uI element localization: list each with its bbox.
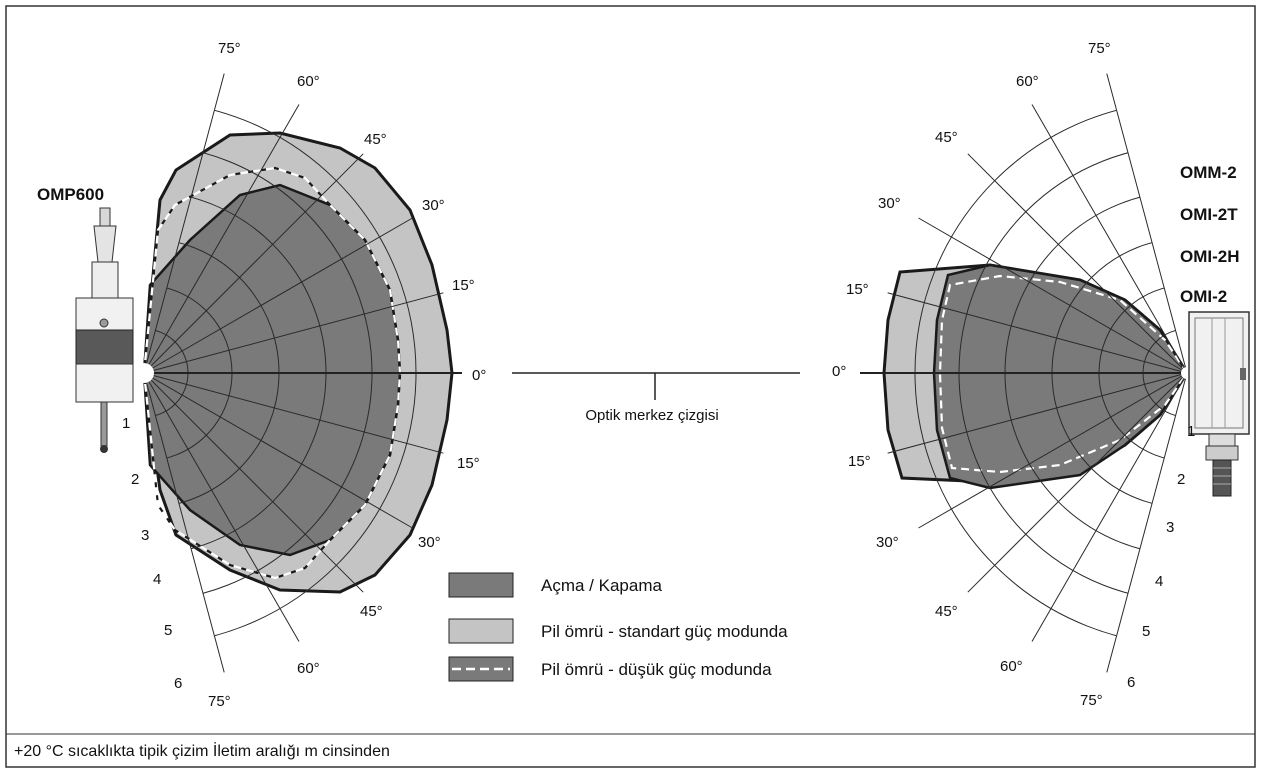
left-angle-30-top: 30° bbox=[422, 197, 445, 214]
right-angle-ray bbox=[967, 372, 1188, 593]
right-angle-ray bbox=[1031, 372, 1188, 642]
outer-border bbox=[5, 5, 1256, 768]
right-angle-30-top: 30° bbox=[878, 195, 901, 212]
left-angle-30-bottom: 30° bbox=[418, 534, 441, 551]
left-range-4: 4 bbox=[153, 571, 161, 588]
device-label-omi-2: OMI-2 bbox=[1180, 287, 1227, 306]
right-angle-ray bbox=[918, 217, 1188, 374]
right-range-2: 2 bbox=[1177, 471, 1185, 488]
right-angle-ray bbox=[887, 372, 1188, 454]
left-range-3: 3 bbox=[141, 527, 149, 544]
left-angle-ray bbox=[143, 153, 364, 374]
device-label-omi-2t: OMI-2T bbox=[1180, 205, 1238, 224]
left-angle-ray bbox=[143, 372, 444, 454]
right-angle-rays bbox=[887, 73, 1188, 673]
right-angle-45-top: 45° bbox=[935, 129, 958, 146]
right-angle-75-bottom: 75° bbox=[1080, 692, 1103, 709]
left-range-5: 5 bbox=[164, 622, 172, 639]
left-angle-45-bottom: 45° bbox=[360, 603, 383, 620]
optical-center-line bbox=[512, 372, 800, 400]
right-angle-0: 0° bbox=[832, 363, 846, 380]
legend-label-standard-power: Pil ömrü - standart güç modunda bbox=[541, 622, 788, 641]
right-angle-15-bottom: 15° bbox=[848, 453, 871, 470]
device-label-omm-2: OMM-2 bbox=[1180, 163, 1237, 182]
right-angle-ray bbox=[1106, 73, 1188, 374]
right-polar-plot bbox=[860, 73, 1193, 673]
left-low-power-line-dark bbox=[142, 166, 402, 580]
right-range-1: 1 bbox=[1187, 423, 1195, 440]
left-angle-rays bbox=[143, 73, 444, 673]
left-range-1: 1 bbox=[122, 415, 130, 432]
right-angle-ray bbox=[887, 292, 1188, 374]
right-angle-75-top: 75° bbox=[1088, 40, 1111, 57]
left-angle-ray bbox=[143, 73, 225, 374]
footnote: +20 °C sıcaklıkta tipik çizim İletim ara… bbox=[14, 741, 390, 760]
legend-label-on-off: Açma / Kapama bbox=[541, 576, 662, 595]
left-angle-0: 0° bbox=[472, 367, 486, 384]
left-angle-15-bottom: 15° bbox=[457, 455, 480, 472]
omp600-probe-icon bbox=[75, 207, 134, 453]
right-range-4: 4 bbox=[1155, 573, 1163, 590]
right-angle-30-bottom: 30° bbox=[876, 534, 899, 551]
right-angle-ray bbox=[967, 153, 1188, 374]
left-angle-ray bbox=[143, 372, 225, 673]
left-origin bbox=[134, 363, 154, 383]
right-range-5: 5 bbox=[1142, 623, 1150, 640]
right-angle-60-bottom: 60° bbox=[1000, 658, 1023, 675]
left-angle-60-top: 60° bbox=[297, 73, 320, 90]
right-angle-ray bbox=[918, 372, 1188, 529]
left-angle-45-top: 45° bbox=[364, 131, 387, 148]
left-angle-ray bbox=[143, 372, 413, 529]
left-angle-ray bbox=[143, 372, 300, 642]
left-polar-plot bbox=[134, 73, 462, 673]
legend-swatch-on-off bbox=[448, 572, 514, 598]
left-angle-75-bottom: 75° bbox=[208, 693, 231, 710]
right-low-power-line bbox=[938, 274, 1189, 474]
legend-swatch-standard-power bbox=[448, 618, 514, 644]
device-label-omi-2h: OMI-2H bbox=[1180, 247, 1240, 266]
left-angle-ray bbox=[143, 292, 444, 374]
left-angle-ray bbox=[143, 372, 364, 593]
right-angle-ray bbox=[1031, 104, 1188, 374]
right-angle-15-top: 15° bbox=[846, 281, 869, 298]
omi2-receiver-icon bbox=[1188, 311, 1250, 497]
right-range-3: 3 bbox=[1166, 519, 1174, 536]
left-angle-ray bbox=[143, 217, 413, 374]
legend-label-low-power: Pil ömrü - düşük güç modunda bbox=[541, 660, 772, 679]
legend: Açma / Kapama Pil ömrü - standart güç mo… bbox=[448, 572, 788, 682]
left-range-6: 6 bbox=[174, 675, 182, 692]
left-angle-15-top: 15° bbox=[452, 277, 475, 294]
left-angle-60-bottom: 60° bbox=[297, 660, 320, 677]
omp600-label: OMP600 bbox=[37, 185, 104, 204]
right-angle-ray bbox=[1106, 372, 1188, 673]
right-range-6: 6 bbox=[1127, 674, 1135, 691]
left-angle-ray bbox=[143, 104, 300, 374]
right-angle-45-bottom: 45° bbox=[935, 603, 958, 620]
optical-center-line-label: Optik merkez çizgisi bbox=[585, 407, 718, 424]
left-angle-75-top: 75° bbox=[218, 40, 241, 57]
left-range-2: 2 bbox=[131, 471, 139, 488]
right-angle-60-top: 60° bbox=[1016, 73, 1039, 90]
